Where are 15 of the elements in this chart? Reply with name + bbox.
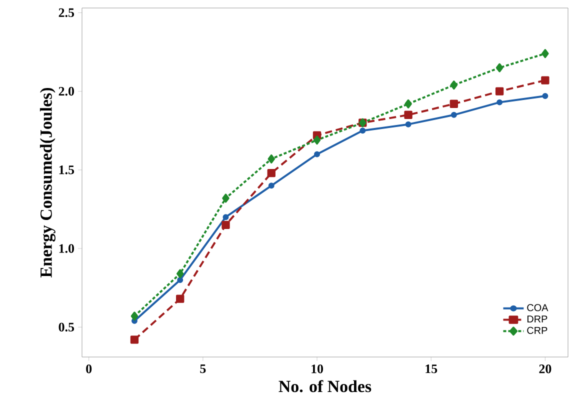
x-axis-title: No. of Nodes (278, 380, 372, 392)
x-tick-label: 20 (539, 364, 552, 374)
legend-label: DRP (527, 316, 548, 322)
x-tick-label: 10 (312, 364, 323, 374)
y-tick-label: 2.0 (58, 86, 74, 96)
x-tick-label: 5 (200, 364, 206, 374)
y-tick-label: 2.5 (58, 8, 74, 18)
x-tick-label: 0 (86, 364, 92, 374)
x-tick-label: 15 (426, 364, 438, 374)
y-tick-label: 0.5 (58, 322, 74, 332)
legend-label: CRP (527, 326, 548, 334)
legend-label: COA (527, 304, 548, 312)
y-axis-title: Energy Consumed(Joules) (40, 88, 56, 278)
y-tick-label: 1.5 (59, 166, 74, 174)
y-tick-label: 1.0 (59, 244, 74, 253)
